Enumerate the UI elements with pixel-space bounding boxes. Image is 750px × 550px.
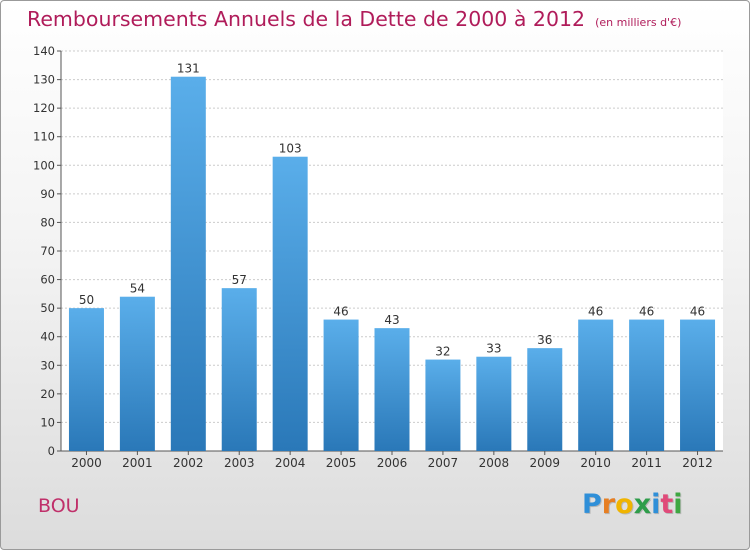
x-tick-label: 2008 [479,456,510,470]
y-tick-label: 130 [33,73,55,87]
bar [374,328,410,451]
x-tick-label: 2002 [173,456,204,470]
y-tick-label: 40 [40,330,55,344]
y-tick-label: 110 [33,130,55,144]
logo-letter: i [673,489,683,520]
bar-value-label: 46 [588,305,603,319]
y-tick-label: 20 [40,387,55,401]
bar-value-label: 43 [384,313,399,327]
bar-value-label: 46 [333,305,348,319]
logo-letter: t [660,489,674,520]
x-tick-label: 2012 [682,456,713,470]
bar [527,348,563,451]
logo-letter: x [633,489,652,520]
bar [425,359,461,451]
y-tick-label: 60 [40,273,55,287]
bar-value-label: 50 [79,293,94,307]
logo-letter: o [615,489,634,520]
y-tick-label: 90 [40,187,55,201]
y-tick-label: 80 [40,215,55,229]
bar-value-label: 36 [537,333,552,347]
proxiti-logo: Proxiti [582,489,683,520]
chart-title-text: Remboursements Annuels de la Dette de 20… [27,7,586,31]
x-tick-label: 2001 [122,456,153,470]
y-tick-label: 140 [33,44,55,58]
x-tick-label: 2004 [275,456,306,470]
bar [476,356,512,451]
bar [629,319,665,451]
commune-name: BOU [38,495,80,517]
y-tick-label: 0 [48,444,55,458]
bar-value-label: 54 [130,282,145,296]
bar [272,156,308,451]
x-tick-label: 2007 [428,456,459,470]
y-tick-label: 30 [40,358,55,372]
bar [680,319,716,451]
y-tick-label: 50 [40,301,55,315]
x-tick-label: 2009 [529,456,560,470]
y-tick-label: 120 [33,101,55,115]
y-tick-label: 100 [33,158,55,172]
bar-value-label: 33 [486,342,501,356]
bar-value-label: 103 [279,142,302,156]
bar [221,288,257,451]
bar [119,296,155,451]
bar-value-label: 131 [177,62,200,76]
chart-subtitle: (en milliers d'€) [595,16,682,29]
logo-letter: r [601,489,616,520]
x-tick-label: 2003 [224,456,255,470]
bar [170,76,206,451]
x-tick-label: 2010 [580,456,611,470]
y-tick-label: 70 [40,244,55,258]
bar [323,319,359,451]
bar-value-label: 46 [690,305,705,319]
x-tick-label: 2000 [71,456,102,470]
bar [68,308,104,451]
bar-value-label: 46 [639,305,654,319]
bar-value-label: 32 [435,345,450,359]
x-tick-label: 2006 [377,456,408,470]
bar [578,319,614,451]
y-tick-label: 10 [40,415,55,429]
x-tick-label: 2011 [631,456,662,470]
logo-letter: i [651,489,661,520]
chart-title: Remboursements Annuels de la Dette de 20… [27,7,681,31]
x-tick-label: 2005 [326,456,357,470]
bar-value-label: 57 [232,273,247,287]
logo-letter: P [582,489,602,520]
